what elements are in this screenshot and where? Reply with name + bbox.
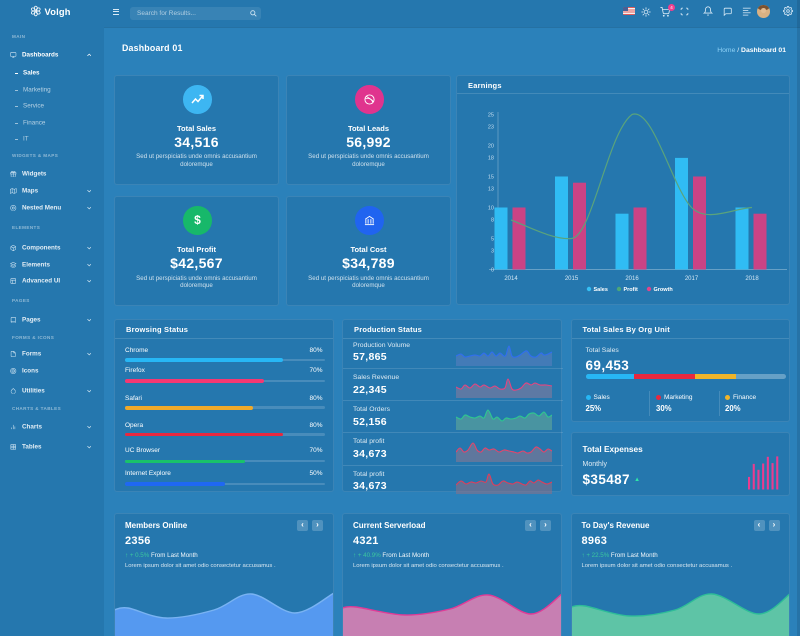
svg-text:3: 3 (491, 248, 494, 254)
svg-text:20: 20 (488, 143, 494, 149)
svg-text:2014: 2014 (504, 276, 518, 282)
svg-text:10: 10 (488, 205, 494, 211)
svg-text:18: 18 (488, 155, 494, 161)
svg-text:2016: 2016 (625, 276, 639, 282)
svg-text:2017: 2017 (685, 276, 699, 282)
svg-text:15: 15 (488, 174, 494, 180)
svg-text:13: 13 (488, 186, 494, 192)
svg-text:2018: 2018 (745, 276, 759, 282)
svg-text:2015: 2015 (565, 276, 579, 282)
svg-text:25: 25 (488, 112, 494, 118)
svg-text:Sales: Sales (594, 287, 608, 293)
svg-text:5: 5 (491, 236, 494, 242)
svg-text:23: 23 (488, 124, 494, 130)
svg-text:Profit: Profit (624, 287, 639, 293)
svg-text:0: 0 (491, 267, 494, 273)
svg-text:Growth: Growth (654, 287, 674, 293)
svg-text:8: 8 (491, 217, 494, 223)
